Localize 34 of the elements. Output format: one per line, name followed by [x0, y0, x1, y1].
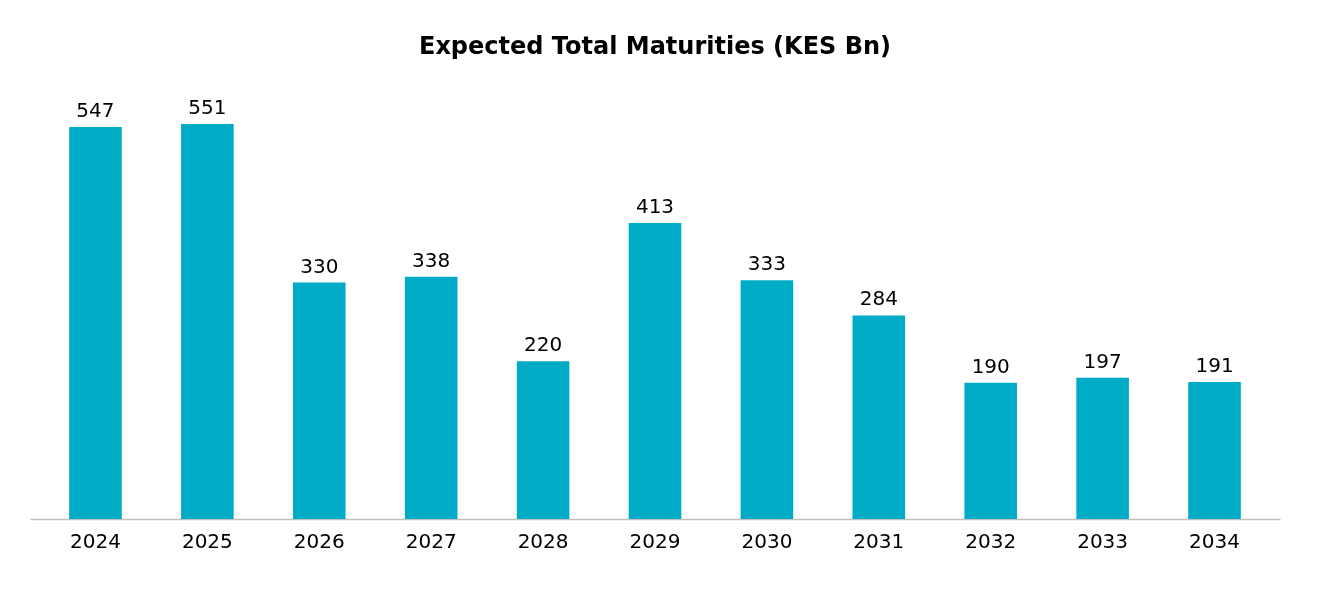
x-tick-label: 2029	[629, 528, 681, 553]
bar	[628, 223, 682, 519]
data-label: 191	[1195, 353, 1234, 378]
data-label: 197	[1083, 348, 1122, 373]
data-label: 547	[76, 97, 115, 122]
data-label: 413	[635, 194, 675, 219]
x-tick-label: 2033	[1077, 528, 1129, 553]
data-label: 330	[300, 253, 339, 278]
x-tick-label: 2034	[1189, 528, 1240, 553]
x-tick-label: 2024	[70, 528, 121, 553]
bar	[516, 361, 570, 519]
bar	[740, 280, 794, 519]
bar	[404, 276, 458, 519]
x-tick-label: 2027	[405, 528, 457, 553]
bar	[292, 282, 346, 519]
bar	[1188, 382, 1241, 519]
bar	[852, 315, 906, 519]
bar	[69, 126, 122, 519]
x-tick-label: 2026	[293, 528, 345, 553]
bar	[964, 382, 1018, 519]
data-label: 284	[859, 286, 898, 311]
chart-title: Expected Total Maturities (KES Bn)	[418, 32, 892, 60]
x-tick-label: 2028	[517, 528, 569, 553]
data-label: 551	[188, 95, 227, 120]
bar	[1076, 377, 1129, 519]
data-label: 190	[971, 353, 1010, 378]
x-tick-label: 2025	[181, 528, 233, 553]
x-tick-label: 2030	[741, 528, 793, 553]
x-tick-label: 2031	[853, 528, 905, 553]
x-tick-label: 2032	[965, 528, 1017, 553]
data-label: 338	[412, 247, 451, 272]
data-label: 333	[747, 251, 786, 276]
data-label: 220	[524, 332, 563, 357]
bar	[181, 124, 234, 519]
